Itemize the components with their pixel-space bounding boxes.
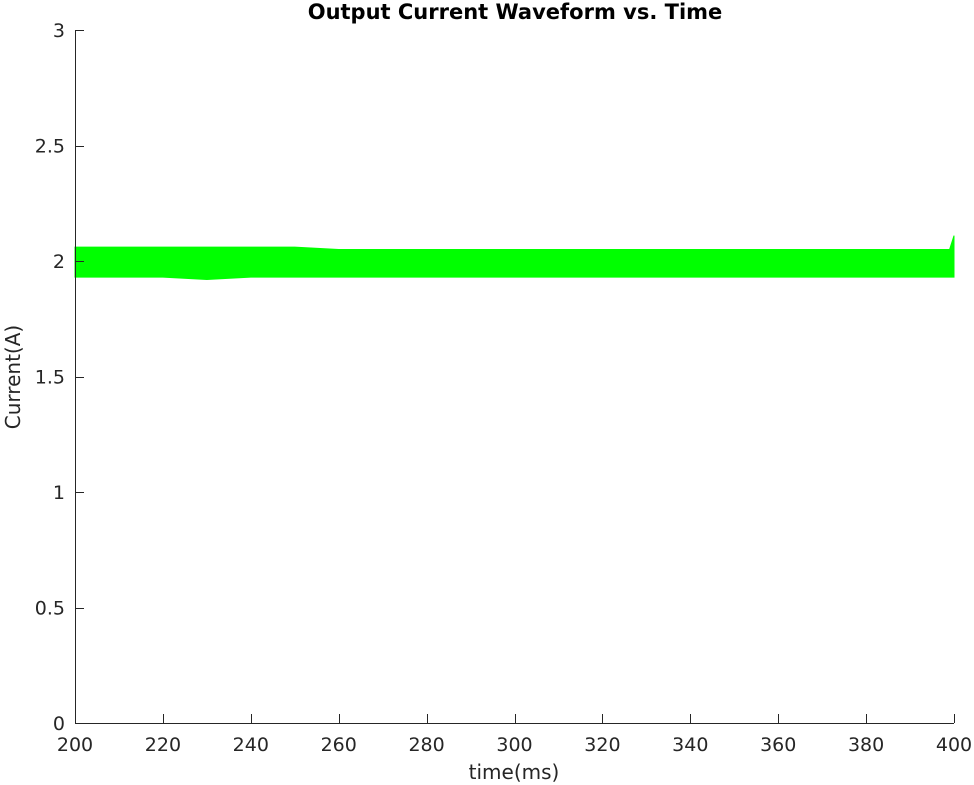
plot-area [74, 235, 955, 280]
series-current-band [74, 235, 955, 280]
x-tick-label: 280 [408, 734, 444, 756]
x-tick-label: 320 [584, 734, 620, 756]
y-tick-label: 2 [53, 251, 65, 273]
x-axis-label: time(ms) [469, 760, 560, 784]
y-tick-label: 1 [53, 482, 65, 504]
x-tick-label: 300 [496, 734, 532, 756]
y-ticks: 0 0.5 1 1.5 2 2.5 3 [35, 20, 84, 735]
x-tick-label: 220 [145, 734, 181, 756]
y-axis-label: Current(A) [1, 325, 25, 429]
x-tick-label: 260 [321, 734, 357, 756]
chart-title: Output Current Waveform vs. Time [308, 0, 723, 24]
x-ticks: 200 220 240 260 280 300 320 340 360 380 400 [57, 714, 972, 756]
y-tick-label: 0 [53, 713, 65, 735]
x-tick-label: 400 [936, 734, 972, 756]
x-tick-label: 360 [760, 734, 796, 756]
y-tick-label: 3 [53, 20, 65, 42]
x-tick-label: 200 [57, 734, 93, 756]
y-tick-label: 0.5 [35, 598, 65, 620]
y-tick-label: 1.5 [35, 367, 65, 389]
x-tick-label: 340 [672, 734, 708, 756]
x-tick-label: 380 [848, 734, 884, 756]
y-tick-label: 2.5 [35, 136, 65, 158]
x-tick-label: 240 [233, 734, 269, 756]
